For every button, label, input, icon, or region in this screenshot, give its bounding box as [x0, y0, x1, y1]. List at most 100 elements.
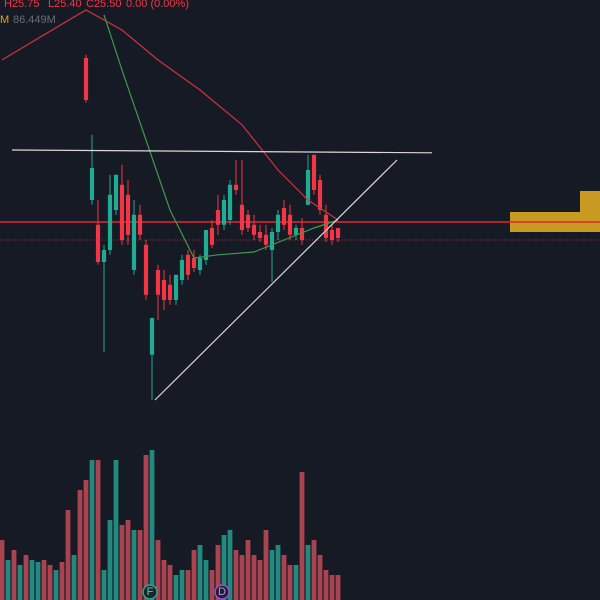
candle-body	[203, 230, 209, 260]
candle-body	[179, 260, 185, 280]
volume-bar	[329, 575, 335, 600]
candle-body	[281, 208, 287, 225]
volume-bar	[11, 550, 17, 600]
overlay-line	[103, 14, 339, 259]
volume-bar	[173, 575, 179, 600]
volume-ma: 86.449M	[13, 14, 56, 26]
overlay-line	[11, 149, 433, 154]
volume-bar	[41, 560, 47, 600]
volume-bar	[197, 545, 203, 600]
volume-bar	[179, 570, 185, 600]
candle-body	[185, 254, 191, 275]
candle-body	[131, 214, 137, 270]
candle-body	[269, 232, 275, 250]
volume-bar	[107, 520, 113, 600]
volume-bar	[29, 560, 35, 600]
volume-bar	[335, 575, 341, 600]
candle-body	[167, 284, 173, 300]
volume-bar	[275, 545, 281, 600]
volume-bar	[5, 560, 11, 600]
candle-body	[305, 170, 311, 205]
candle-body	[149, 318, 155, 355]
candle-body	[197, 258, 203, 270]
volume-bar	[287, 565, 293, 600]
volume-bar	[161, 560, 167, 600]
candle-body	[227, 184, 233, 220]
candle-body	[245, 214, 251, 228]
candle-body	[263, 234, 269, 245]
candle-body	[95, 224, 101, 262]
volume-bar	[113, 460, 119, 600]
volume-bar	[23, 555, 29, 600]
volume-bar	[77, 490, 83, 600]
volume-bar	[191, 550, 197, 600]
volume-bar	[251, 555, 257, 600]
candle-body	[299, 228, 305, 240]
event-label: D	[218, 586, 226, 598]
event-marker	[214, 584, 230, 600]
candle-body	[107, 194, 113, 250]
candle-body	[137, 214, 143, 235]
volume-bar	[95, 460, 101, 600]
volume-bar	[311, 540, 317, 600]
volume-bar	[305, 545, 311, 600]
candle-body	[173, 274, 179, 300]
volume-bar	[167, 565, 173, 600]
candle-body	[83, 58, 89, 100]
volume-bar	[203, 560, 209, 600]
volume-bar	[263, 530, 269, 600]
volume-bar	[65, 510, 71, 600]
candle-body	[191, 258, 197, 268]
volume-bar	[17, 565, 23, 600]
candle-body	[161, 280, 167, 300]
volume-bar	[149, 450, 155, 600]
candle-body	[239, 204, 245, 230]
volume-bar	[317, 555, 323, 600]
volume-bar	[281, 555, 287, 600]
volume-bar	[101, 570, 107, 600]
candle-body	[221, 200, 227, 225]
volume-bar	[155, 540, 161, 600]
candle-body	[89, 168, 95, 200]
volume-bar	[239, 555, 245, 600]
header-high: H25.75	[4, 0, 39, 10]
candle-body	[143, 244, 149, 295]
candle-body	[323, 214, 329, 238]
volume-bar	[83, 480, 89, 600]
volume-bar	[221, 535, 227, 600]
volume-bar	[209, 570, 215, 600]
candle-body	[233, 184, 239, 190]
volume-bar	[293, 565, 299, 600]
volume-bar	[185, 570, 191, 600]
volume-bar	[257, 560, 263, 600]
candle-body	[209, 228, 215, 245]
candle-body	[329, 230, 335, 240]
candle-body	[317, 180, 323, 210]
volume-bar	[299, 472, 305, 600]
event-label: F	[147, 586, 154, 598]
volume-bar	[59, 562, 65, 600]
candle-body	[155, 270, 161, 295]
volume-bar	[89, 460, 95, 600]
candle-body	[335, 228, 341, 238]
header-close: C25.50	[86, 0, 121, 10]
volume-bar	[47, 565, 53, 600]
candle-body	[113, 174, 119, 210]
volume-bar	[137, 530, 143, 600]
candle-body	[257, 232, 263, 238]
volume-bar	[143, 455, 149, 600]
volume-profile-box	[580, 191, 600, 212]
volume-bar	[35, 562, 41, 600]
candle-body	[293, 228, 299, 235]
volume-bar	[269, 550, 275, 600]
volume-bar	[215, 545, 221, 600]
event-marker	[142, 584, 158, 600]
candle-body	[251, 224, 257, 235]
volume-bar	[0, 540, 5, 600]
candle-body	[119, 184, 125, 240]
volume-bar	[245, 540, 251, 600]
volume-bar	[227, 530, 233, 600]
header-change: 0.00 (0.00%)	[126, 0, 189, 10]
